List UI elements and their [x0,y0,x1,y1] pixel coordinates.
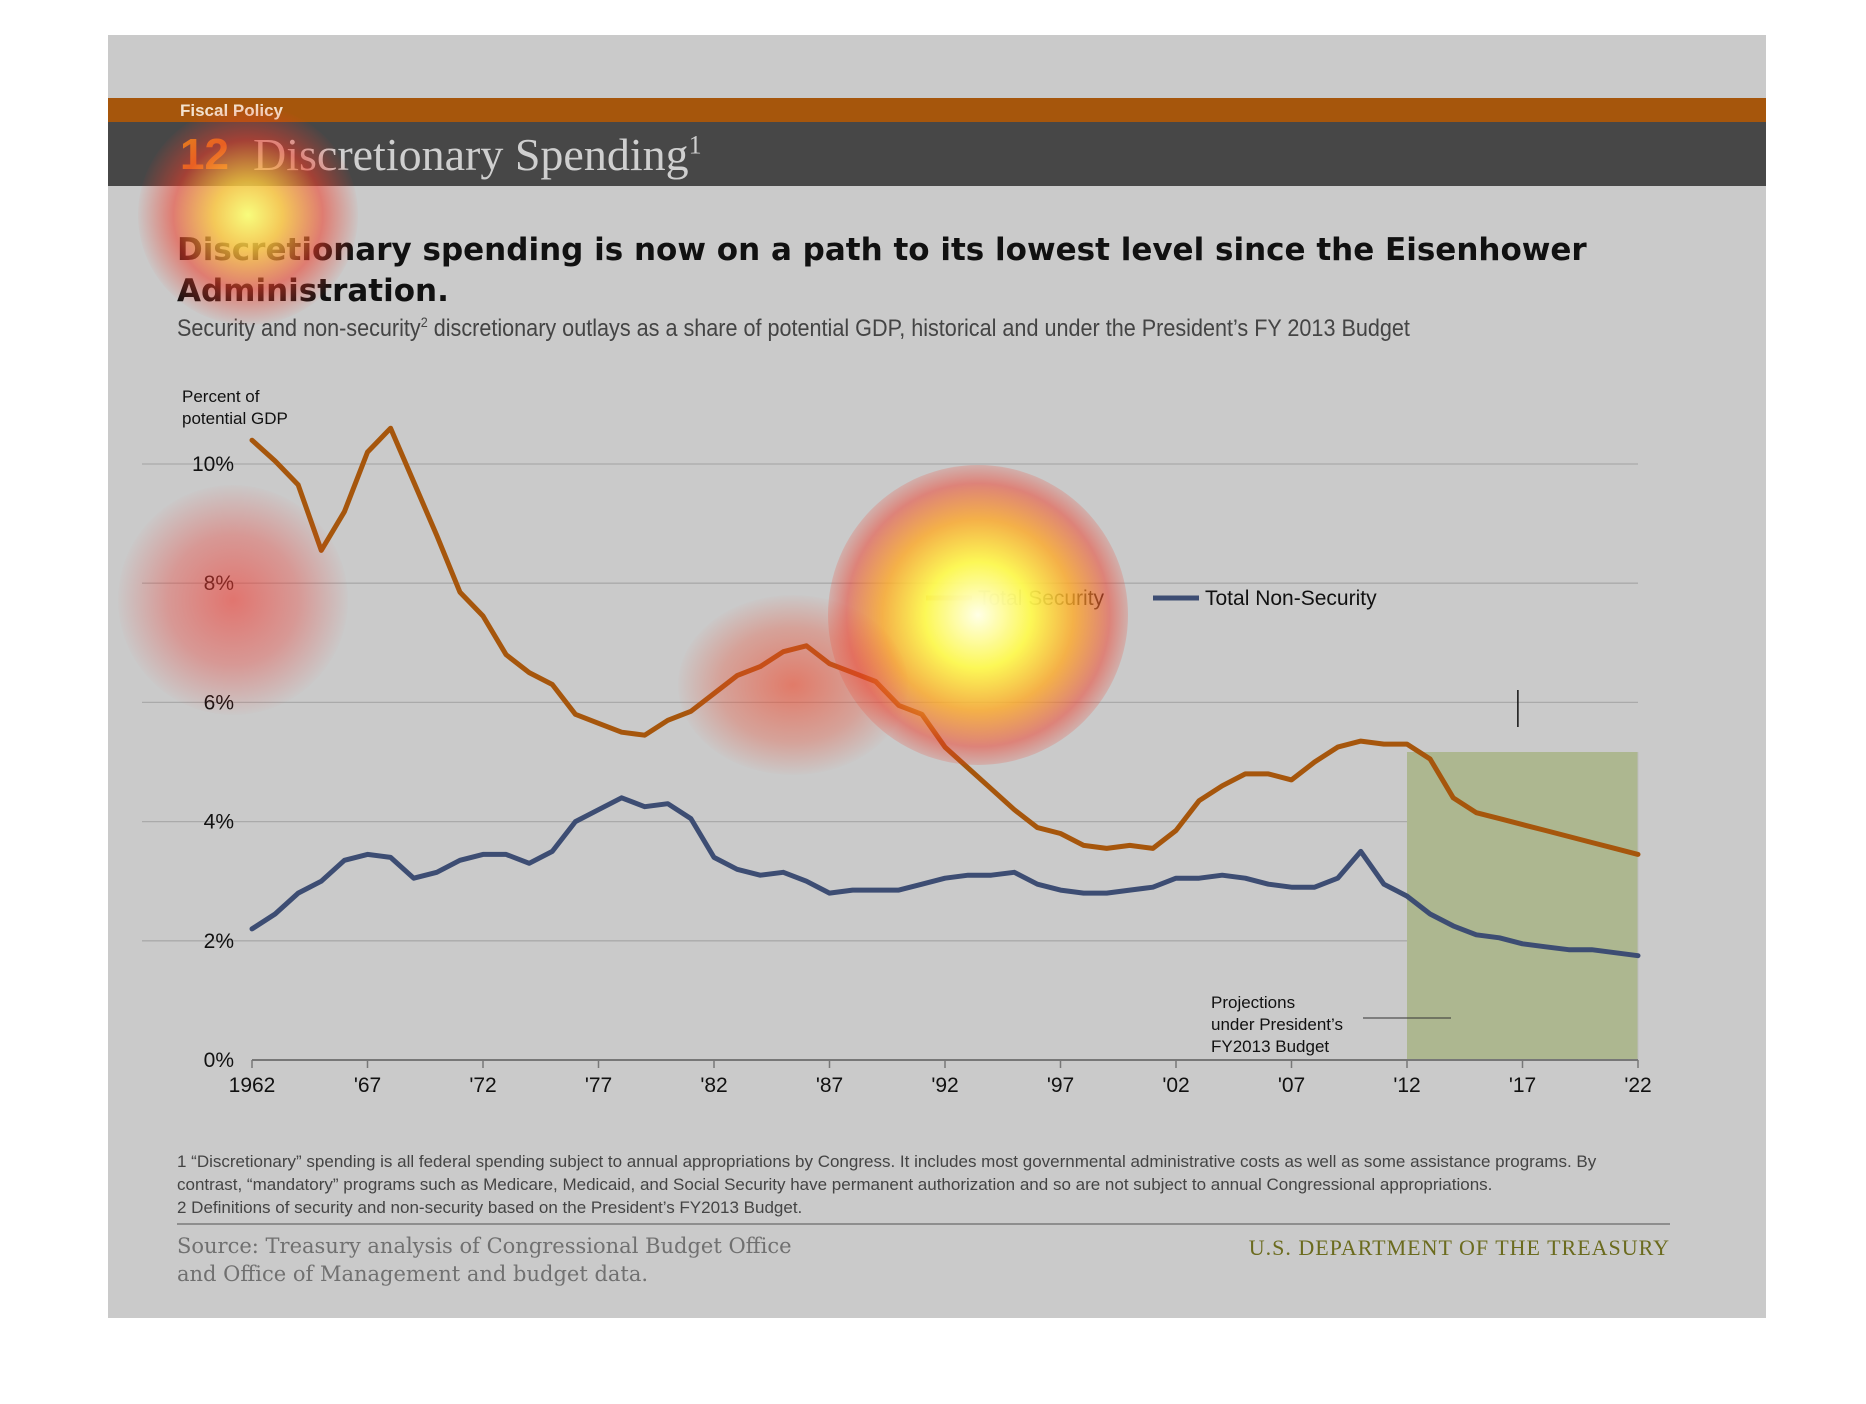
x-tick-label: '72 [469,1074,496,1097]
subtitle-superscript: 2 [420,314,428,330]
x-tick-label: '67 [354,1074,381,1097]
y-tick-label: 0% [204,1049,234,1072]
x-tick-label: '02 [1162,1074,1189,1097]
projection-area [1407,752,1639,1060]
source-line-1: Source: Treasury analysis of Congression… [177,1234,792,1258]
x-tick-label: '92 [931,1074,958,1097]
y-axis-label-line: potential GDP [182,409,288,428]
x-tick-label: '07 [1278,1074,1305,1097]
y-tick-label: 6% [204,691,234,714]
projection-label-line: Projections [1211,993,1295,1012]
projection-label-line: FY2013 Budget [1211,1037,1329,1056]
section-bar [108,98,1766,122]
x-tick-label: '82 [700,1074,727,1097]
x-tick-label: '22 [1624,1074,1651,1097]
legend-label: Total Non-Security [1205,587,1377,610]
x-tick-label: '17 [1509,1074,1536,1097]
y-tick-label: 2% [204,930,234,953]
annotations: Projections under President’s FY2013 Budge… [1211,690,1519,1056]
x-tick-label: '87 [816,1074,843,1097]
x-tick-label: '12 [1393,1074,1420,1097]
projection-label-line: under President’s [1211,1015,1343,1034]
title-band [108,122,1766,186]
y-tick-label: 8% [204,572,234,595]
axes: 0% 2% 4% 6% 8% 10% 1962 '67 '72 '77 '82 '87 '92 '97 '0… [182,387,1652,1097]
legend-label: Total Security [978,587,1105,610]
series-line-non-security [249,795,1641,959]
chapter-title-superscript: 1 [688,130,702,160]
footnotes: 1 “Discretionary” spending is all federa… [177,1150,1697,1219]
projection-shade [1407,752,1638,1060]
x-tick-label: '97 [1047,1074,1074,1097]
source-note: Source: Treasury analysis of Congression… [177,1232,877,1288]
y-tick-label: 4% [204,811,234,834]
y-tick-label: 10% [192,453,234,476]
subtitle: Security and non-security2 discretionary… [177,314,1581,343]
legend: Total Security Total Non-Security [926,587,1377,610]
slide: Fiscal Policy 12 Discretionary Spending1… [108,35,1766,1318]
y-axis-label-line: Percent of [182,387,260,406]
source-line-2: and Office of Management and budget data… [177,1262,649,1286]
footnote-2: 2 Definitions of security and non-securi… [177,1198,803,1217]
subtitle-part2: discretionary outlays as a share of pote… [427,315,1410,342]
chart: 0% 2% 4% 6% 8% 10% 1962 '67 '72 '77 '82 '87 '92 '97 '0… [142,387,1652,1097]
footer-rule [177,1223,1670,1225]
footnote-1-line-1: 1 “Discretionary” spending is all federa… [177,1152,1597,1171]
x-tick-label: '77 [585,1074,612,1097]
footnote-1-line-2: contrast, “mandatory” programs such as M… [177,1175,1493,1194]
x-tick-label: 1962 [229,1074,276,1097]
agency-name: U.S. DEPARTMENT OF THE TREASURY [1248,1235,1670,1260]
